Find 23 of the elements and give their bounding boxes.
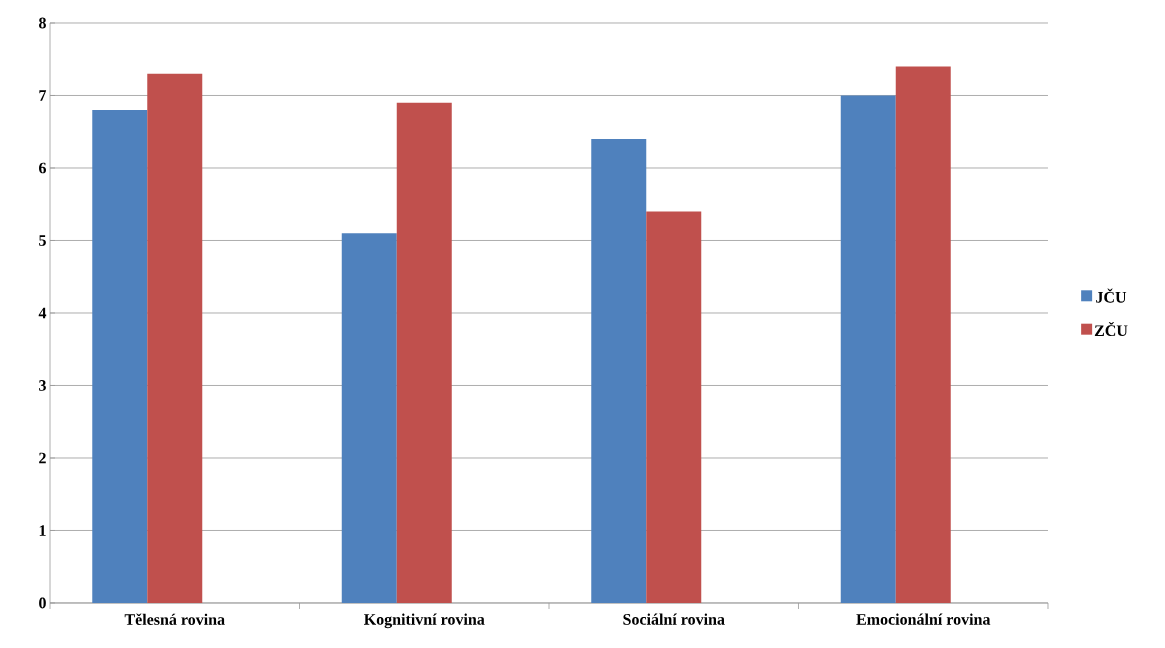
bar <box>396 102 452 603</box>
bar <box>147 73 203 603</box>
x-tick-label: Kognitivní rovina <box>363 613 485 629</box>
y-tick-label: 5 <box>39 235 46 246</box>
y-tick-label: 2 <box>39 452 46 464</box>
y-tick-label: 7 <box>39 90 47 101</box>
legend-label: JČU <box>1096 288 1127 303</box>
y-tick-label: 6 <box>39 162 47 174</box>
legend-label: ZČU <box>1094 322 1128 337</box>
bar <box>591 139 647 603</box>
y-tick-label: 1 <box>39 525 46 536</box>
bar <box>646 211 702 603</box>
y-tick-label: 0 <box>39 597 46 609</box>
bar <box>840 95 896 603</box>
y-tick-label: 3 <box>39 380 46 391</box>
bar <box>895 66 951 603</box>
x-tick-label: Sociální rovina <box>623 613 725 625</box>
x-tick-label: Emocionální rovina <box>856 613 991 625</box>
bar <box>92 110 148 603</box>
y-tick-label: 4 <box>38 307 47 319</box>
y-tick-label: 8 <box>39 17 46 29</box>
bar <box>341 233 397 603</box>
x-tick-label: Tělesná rovina <box>124 613 225 625</box>
